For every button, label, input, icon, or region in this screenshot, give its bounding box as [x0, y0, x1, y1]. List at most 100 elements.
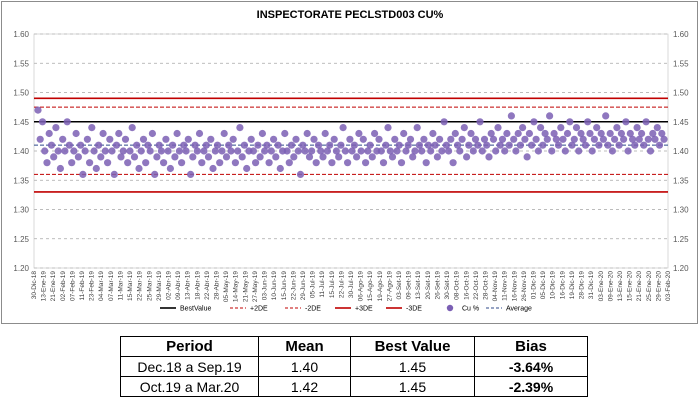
x-tick-label: 18-Abr-19: [194, 271, 201, 300]
x-tick-label: 22-Mar-19: [137, 271, 144, 301]
cu-point: [528, 141, 536, 149]
cu-point: [503, 129, 511, 138]
cu-point: [200, 147, 208, 155]
cu-point: [234, 147, 242, 155]
cu-point: [599, 135, 608, 143]
cu-point: [447, 135, 455, 143]
chart-title: INSPECTORATE PECLSTD003 CU%: [257, 9, 444, 21]
x-tick-label: 21-Ene-19: [50, 271, 57, 302]
cu-point: [191, 141, 199, 149]
cu-point: [552, 135, 560, 143]
cu-point: [249, 147, 257, 155]
cu-point: [593, 124, 601, 132]
y-tick-label-right: 1.20: [673, 264, 689, 273]
cu-point: [276, 164, 284, 173]
y-tick-label: 1.25: [13, 235, 29, 244]
cu-point: [604, 141, 612, 149]
cu-point: [440, 118, 448, 126]
cu-point: [431, 141, 439, 149]
cu-point: [173, 129, 181, 138]
cu-point: [155, 141, 163, 149]
cu-point: [530, 118, 538, 126]
cu-point: [187, 170, 195, 178]
cu-point: [406, 135, 415, 143]
cu-point: [402, 147, 410, 155]
cu-point: [128, 124, 136, 132]
legend-label: -3DE: [406, 306, 422, 313]
cu-point: [290, 153, 298, 161]
legend-label: Cu %: [462, 306, 479, 313]
x-tick-label: 16-Oct-19: [463, 271, 470, 300]
x-tick-label: 25-Mar-19: [146, 271, 153, 301]
x-tick-label: 28-Dic-19: [579, 271, 586, 300]
cu-point: [570, 135, 578, 143]
x-tick-label: 05-Jul-19: [310, 271, 317, 298]
cu-point: [225, 141, 233, 149]
cu-point: [512, 147, 520, 155]
x-tick-label: 11-Jul-19: [319, 271, 326, 298]
cu-point: [36, 135, 44, 143]
cu-point: [263, 141, 271, 149]
cu-point: [629, 135, 637, 143]
x-tick-label: 21-Ene-20: [636, 271, 643, 302]
cu-point: [166, 164, 174, 173]
cu-point: [117, 153, 125, 161]
cu-point: [611, 135, 619, 143]
cu-point: [184, 135, 192, 143]
x-tick-label: 09-Set-19: [406, 271, 413, 300]
cu-point: [660, 135, 668, 143]
cu-point: [101, 147, 109, 155]
cu-point: [296, 170, 305, 178]
cu-point: [178, 159, 186, 167]
x-tick-label: 09-Abr-19: [175, 271, 182, 300]
cu-point: [198, 159, 206, 167]
cu-point: [54, 147, 62, 155]
cu-point: [388, 153, 397, 161]
cu-point: [303, 129, 311, 138]
cu-point: [496, 141, 504, 149]
cu-point: [231, 159, 239, 167]
legend: BestValue +2DE -2DE +3DE -3DE Cu % Average: [160, 304, 532, 313]
cu-point: [97, 153, 105, 161]
cu-point: [90, 147, 98, 155]
cu-point: [229, 135, 237, 143]
cu-point: [646, 147, 655, 155]
x-tick-label: 11-Nov-19: [502, 271, 509, 301]
cu-point: [633, 124, 641, 132]
x-tick-label: 26-Nov-19: [521, 271, 528, 302]
cu-point: [148, 129, 156, 138]
cu-point: [568, 141, 576, 149]
cu-point: [436, 135, 444, 143]
cu-point: [348, 147, 356, 155]
cu-point: [449, 159, 457, 167]
cu-point: [476, 118, 484, 126]
cu-point: [442, 141, 450, 149]
cu-point: [243, 164, 251, 173]
cu-point: [642, 118, 650, 126]
cu-point: [151, 170, 159, 178]
cu-point: [362, 159, 370, 167]
cu-point: [427, 147, 435, 155]
cu-point: [400, 129, 408, 138]
table-header-row: Period Mean Best Value Bias: [120, 336, 588, 357]
cu-point: [550, 129, 558, 138]
cu-point: [267, 147, 275, 155]
x-tick-label: 05-May-19: [223, 271, 230, 302]
y-tick-label: 1.55: [13, 59, 29, 68]
cell-mean: 1.40: [258, 356, 351, 377]
cu-point: [106, 135, 114, 143]
cu-point: [521, 135, 529, 143]
cell-best-value: 1.45: [350, 356, 475, 377]
cu-point: [586, 129, 594, 138]
cu-point: [413, 124, 421, 132]
cu-point: [310, 135, 318, 143]
x-tick-label: 22-Oct-19: [473, 271, 480, 300]
cu-point: [312, 159, 320, 167]
x-tick-label: 03-Ene-20: [598, 271, 605, 302]
cu-point: [597, 129, 605, 138]
cu-point: [579, 135, 587, 143]
cu-point: [218, 147, 226, 155]
cu-point: [182, 147, 190, 155]
cu-point: [595, 141, 603, 149]
cu-point: [344, 159, 352, 167]
